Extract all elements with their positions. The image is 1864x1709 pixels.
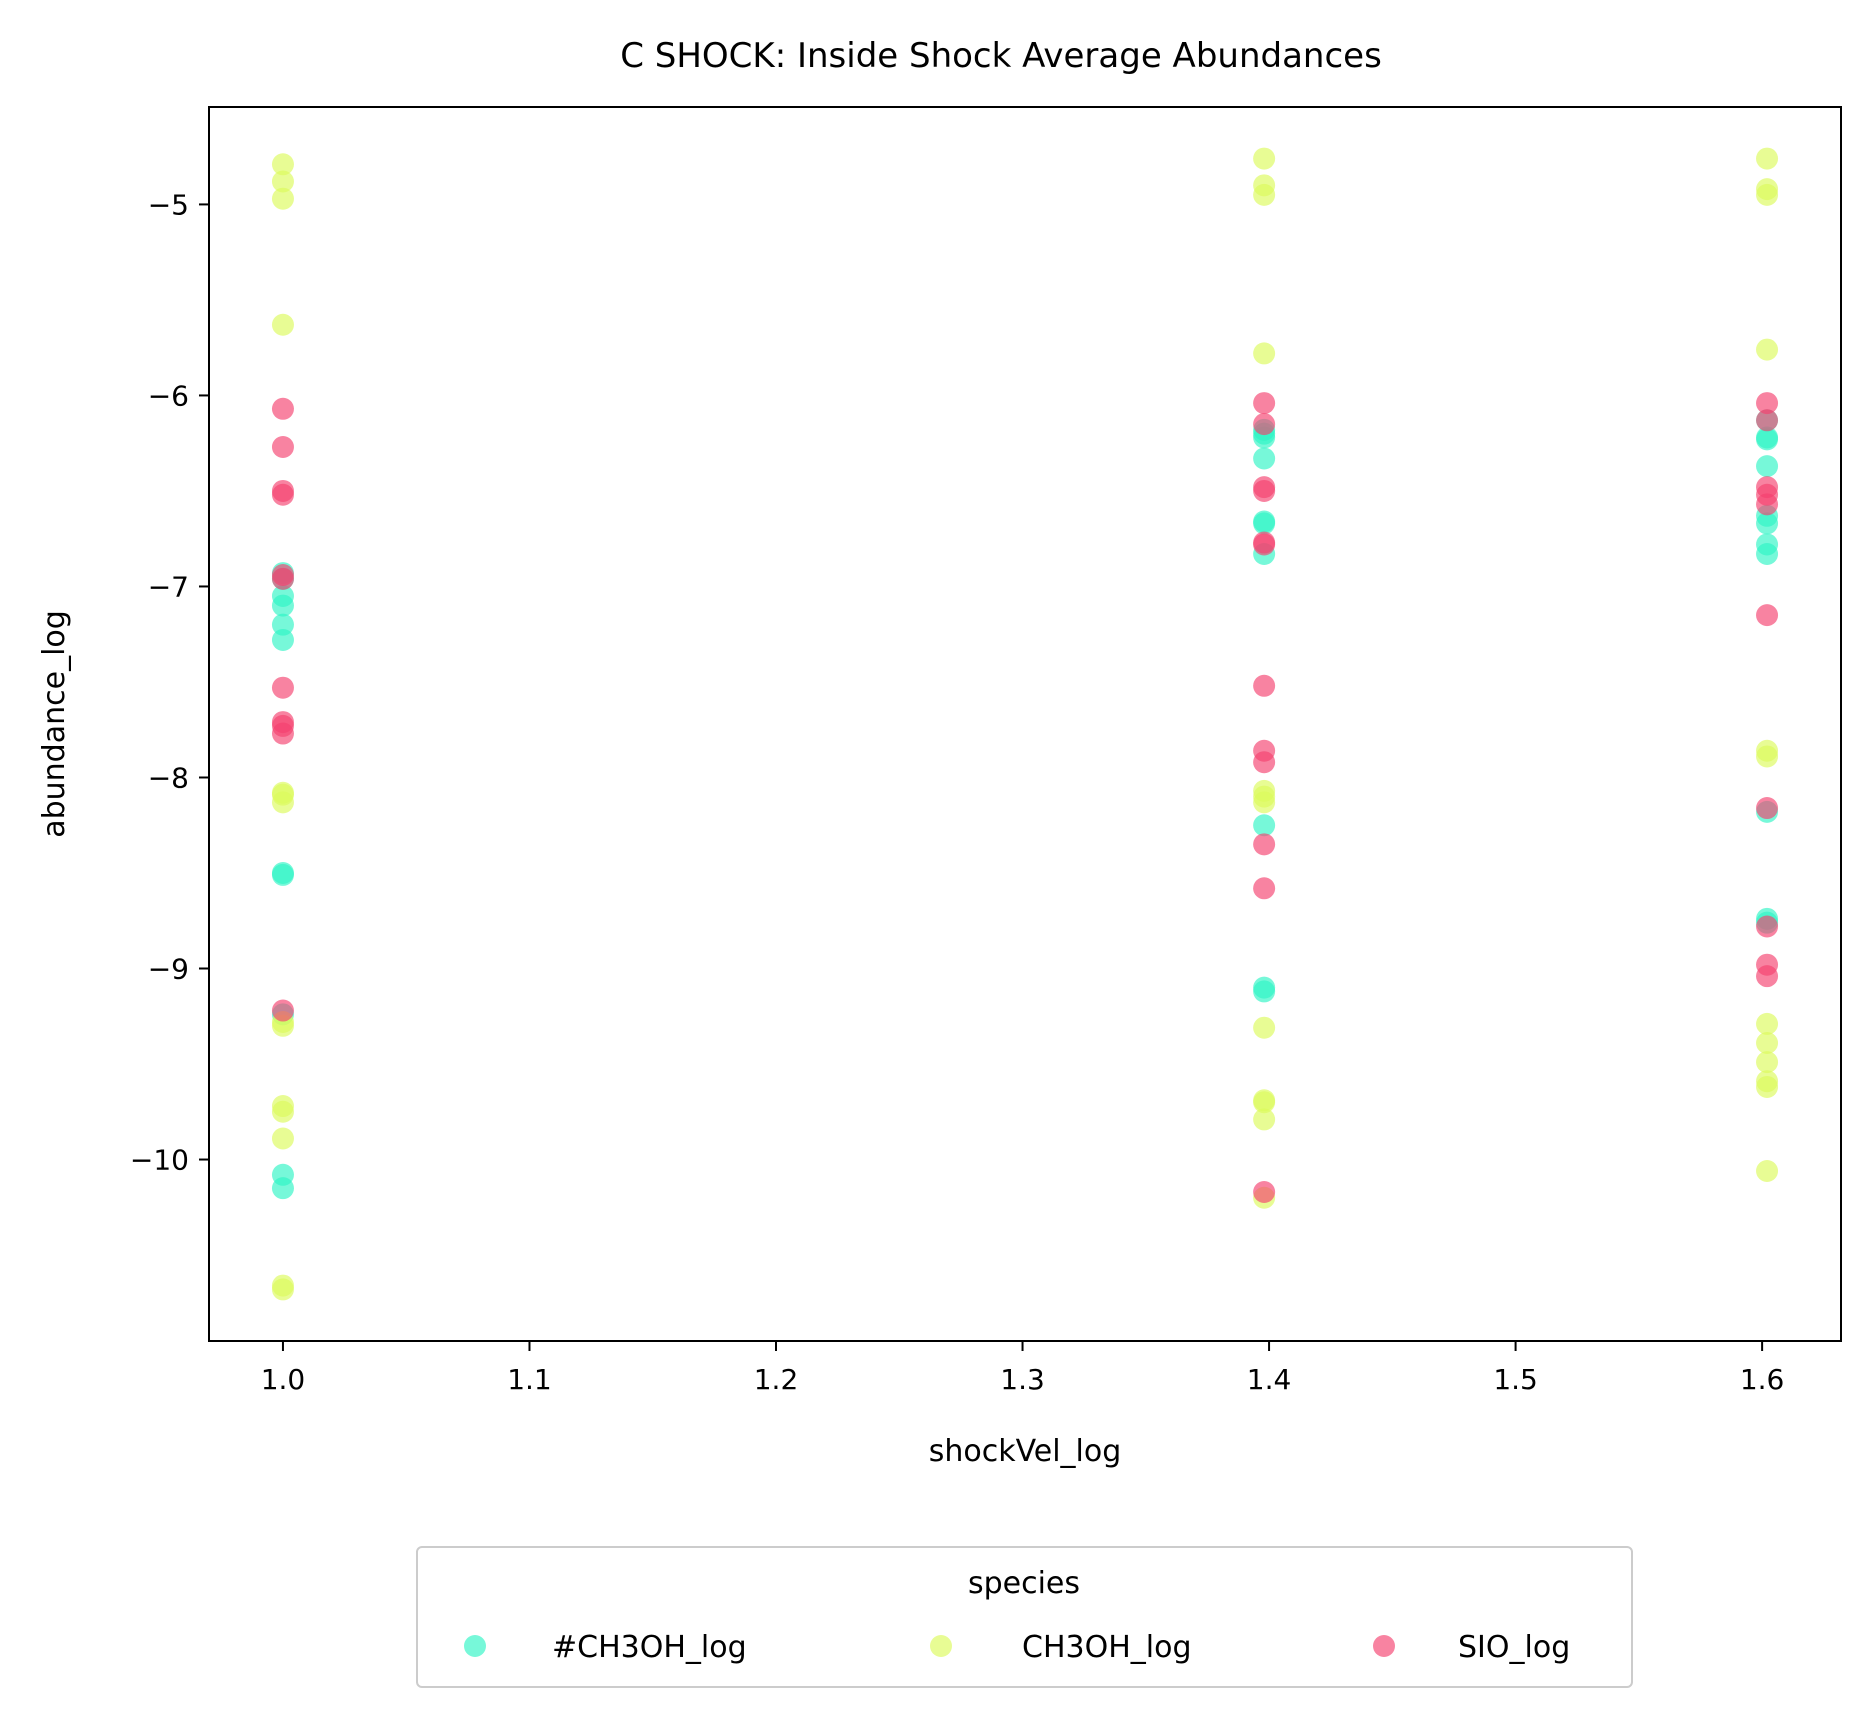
data-point xyxy=(271,436,294,459)
x-tick-label: 1.1 xyxy=(507,1363,552,1396)
data-point xyxy=(271,483,294,506)
x-tick-label: 1.4 xyxy=(1247,1363,1292,1396)
data-point xyxy=(1253,1181,1276,1203)
data-point xyxy=(271,628,294,651)
data-point xyxy=(1756,493,1779,516)
data-point xyxy=(1253,512,1276,535)
data-point xyxy=(271,863,294,886)
data-point xyxy=(271,1278,294,1301)
data-point xyxy=(1756,147,1779,170)
data-point xyxy=(1756,1159,1779,1182)
legend: species #CH3OH_log CH3OH_log SIO_log xyxy=(416,1546,1633,1688)
y-axis-label: abundance_log xyxy=(37,610,72,838)
data-point xyxy=(1756,1032,1779,1055)
data-point xyxy=(1756,455,1779,478)
y-tick-label: −5 xyxy=(148,188,189,221)
legend-frame xyxy=(416,1546,1633,1688)
data-point xyxy=(1253,342,1276,365)
chart-title: C SHOCK: Inside Shock Average Abundances xyxy=(620,36,1382,76)
data-point xyxy=(1253,1016,1276,1039)
data-point xyxy=(1756,428,1779,451)
data-point xyxy=(1756,338,1779,361)
data-point xyxy=(271,999,294,1022)
data-point xyxy=(1756,797,1779,820)
data-point xyxy=(1253,814,1276,837)
x-axis-label: shockVel_log xyxy=(929,1434,1122,1469)
data-point xyxy=(1253,980,1276,1003)
data-point xyxy=(271,1014,294,1037)
data-point xyxy=(1253,674,1276,697)
data-point xyxy=(1756,745,1779,768)
data-point xyxy=(1756,1051,1779,1074)
data-point xyxy=(1253,877,1276,900)
legend-items: #CH3OH_log CH3OH_log SIO_log xyxy=(464,1630,1570,1665)
data-point xyxy=(1756,915,1779,938)
data-point xyxy=(1253,791,1276,814)
legend-marker xyxy=(464,1635,486,1657)
data-point xyxy=(1756,409,1779,432)
data-point xyxy=(271,397,294,420)
data-point xyxy=(1253,1091,1276,1114)
data-point xyxy=(1756,1012,1779,1035)
data-point xyxy=(271,1100,294,1123)
data-point xyxy=(1253,751,1276,774)
data-point xyxy=(271,567,294,590)
data-point xyxy=(271,613,294,636)
data-point xyxy=(1253,413,1276,436)
data-point xyxy=(271,676,294,699)
data-point xyxy=(1253,533,1276,556)
x-tick-label: 1.3 xyxy=(1000,1363,1045,1396)
data-point xyxy=(1253,447,1276,470)
legend-title: species xyxy=(968,1566,1080,1601)
legend-marker xyxy=(1373,1635,1395,1657)
data-point xyxy=(1253,147,1276,170)
data-point xyxy=(1756,604,1779,627)
legend-label: #CH3OH_log xyxy=(552,1630,747,1665)
x-tick-label: 1.0 xyxy=(261,1363,306,1396)
data-point xyxy=(1756,512,1779,535)
data-point xyxy=(1253,833,1276,856)
y-tick-label: −7 xyxy=(148,570,189,603)
legend-label: CH3OH_log xyxy=(1022,1630,1192,1665)
data-point xyxy=(271,153,294,176)
data-point xyxy=(1253,392,1276,415)
x-tick-label: 1.5 xyxy=(1493,1363,1538,1396)
data-point xyxy=(1756,542,1779,565)
data-point xyxy=(1253,479,1276,502)
legend-label: SIO_log xyxy=(1458,1630,1570,1665)
data-point xyxy=(1756,183,1779,206)
data-point xyxy=(271,791,294,814)
data-points-layer xyxy=(271,147,1779,1301)
x-axis-ticks: 1.0 1.1 1.2 1.3 1.4 1.5 1.6 xyxy=(261,1341,1785,1396)
data-point xyxy=(271,170,294,193)
legend-marker xyxy=(930,1635,952,1657)
y-axis-ticks: −10 −9 −8 −7 −6 −5 xyxy=(130,188,209,1177)
x-tick-label: 1.6 xyxy=(1740,1363,1785,1396)
data-point xyxy=(271,1177,294,1200)
y-tick-label: −9 xyxy=(148,953,189,986)
data-point xyxy=(1253,1108,1276,1131)
data-point xyxy=(271,722,294,745)
x-tick-label: 1.2 xyxy=(754,1363,799,1396)
data-point xyxy=(1756,965,1779,988)
data-point xyxy=(271,187,294,210)
data-point xyxy=(271,594,294,617)
y-tick-label: −6 xyxy=(148,379,189,412)
y-tick-label: −8 xyxy=(148,761,189,794)
data-point xyxy=(271,1127,294,1150)
data-point xyxy=(271,313,294,336)
y-tick-label: −10 xyxy=(130,1144,189,1177)
data-point xyxy=(1756,392,1779,415)
plot-frame xyxy=(208,106,1842,1342)
data-point xyxy=(1253,183,1276,206)
data-point xyxy=(1756,1075,1779,1098)
